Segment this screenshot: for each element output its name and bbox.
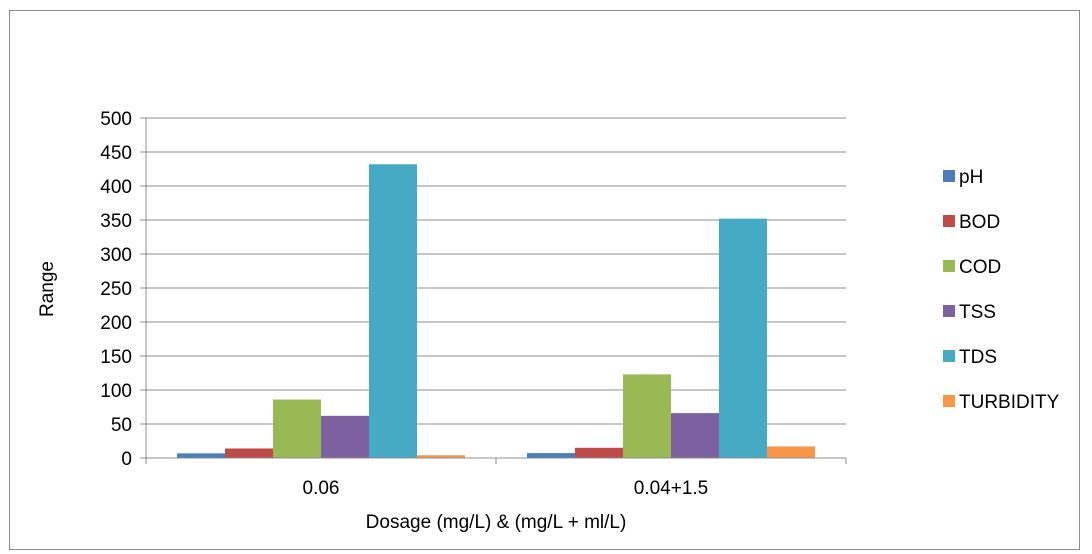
legend-swatch: [943, 350, 955, 362]
legend-swatch: [943, 260, 955, 272]
bar: [719, 218, 767, 458]
bar: [527, 453, 575, 458]
legend-swatch: [943, 170, 955, 182]
bar: [225, 448, 273, 458]
bar: [671, 413, 719, 458]
chart-frame: [9, 10, 1080, 550]
x-tick-labels: 0.06 0.04+1.5: [303, 478, 709, 499]
legend-label: BOD: [959, 212, 1000, 233]
x-tick-label: 0.06: [303, 478, 340, 499]
bar: [767, 446, 815, 458]
axes: [140, 117, 847, 464]
y-tick-label: 300: [100, 245, 132, 266]
bars: [177, 164, 815, 459]
bar: [369, 164, 417, 459]
bar: [575, 447, 623, 458]
y-tick-label: 500: [100, 109, 132, 130]
y-tick-labels: 0 50 100 150 200 250 300 350 400 450 500: [100, 109, 132, 470]
legend-label: TSS: [959, 302, 996, 323]
x-tick-label: 0.04+1.5: [634, 478, 709, 499]
legend-swatch: [943, 215, 955, 227]
y-tick-label: 50: [111, 415, 132, 436]
legend: pH BOD COD TSS TDS TURBIDITY: [943, 167, 1060, 413]
y-tick-label: 150: [100, 347, 132, 368]
bar: [623, 374, 671, 458]
y-axis-title: Range: [37, 261, 58, 317]
legend-label: COD: [959, 257, 1001, 278]
bar: [177, 453, 225, 458]
legend-label: pH: [959, 167, 983, 188]
y-tick-label: 250: [100, 279, 132, 300]
y-tick-label: 350: [100, 211, 132, 232]
bar: [417, 455, 465, 458]
x-axis-title: Dosage (mg/L) & (mg/L + ml/L): [366, 512, 627, 533]
y-tick-label: 450: [100, 143, 132, 164]
legend-label: TURBIDITY: [959, 392, 1060, 413]
legend-swatch: [943, 395, 955, 407]
bar: [273, 399, 321, 458]
y-tick-label: 0: [121, 449, 132, 470]
legend-swatch: [943, 305, 955, 317]
y-tick-label: 400: [100, 177, 132, 198]
y-tick-label: 100: [100, 381, 132, 402]
bar: [321, 415, 369, 458]
legend-label: TDS: [959, 347, 997, 368]
y-tick-label: 200: [100, 313, 132, 334]
